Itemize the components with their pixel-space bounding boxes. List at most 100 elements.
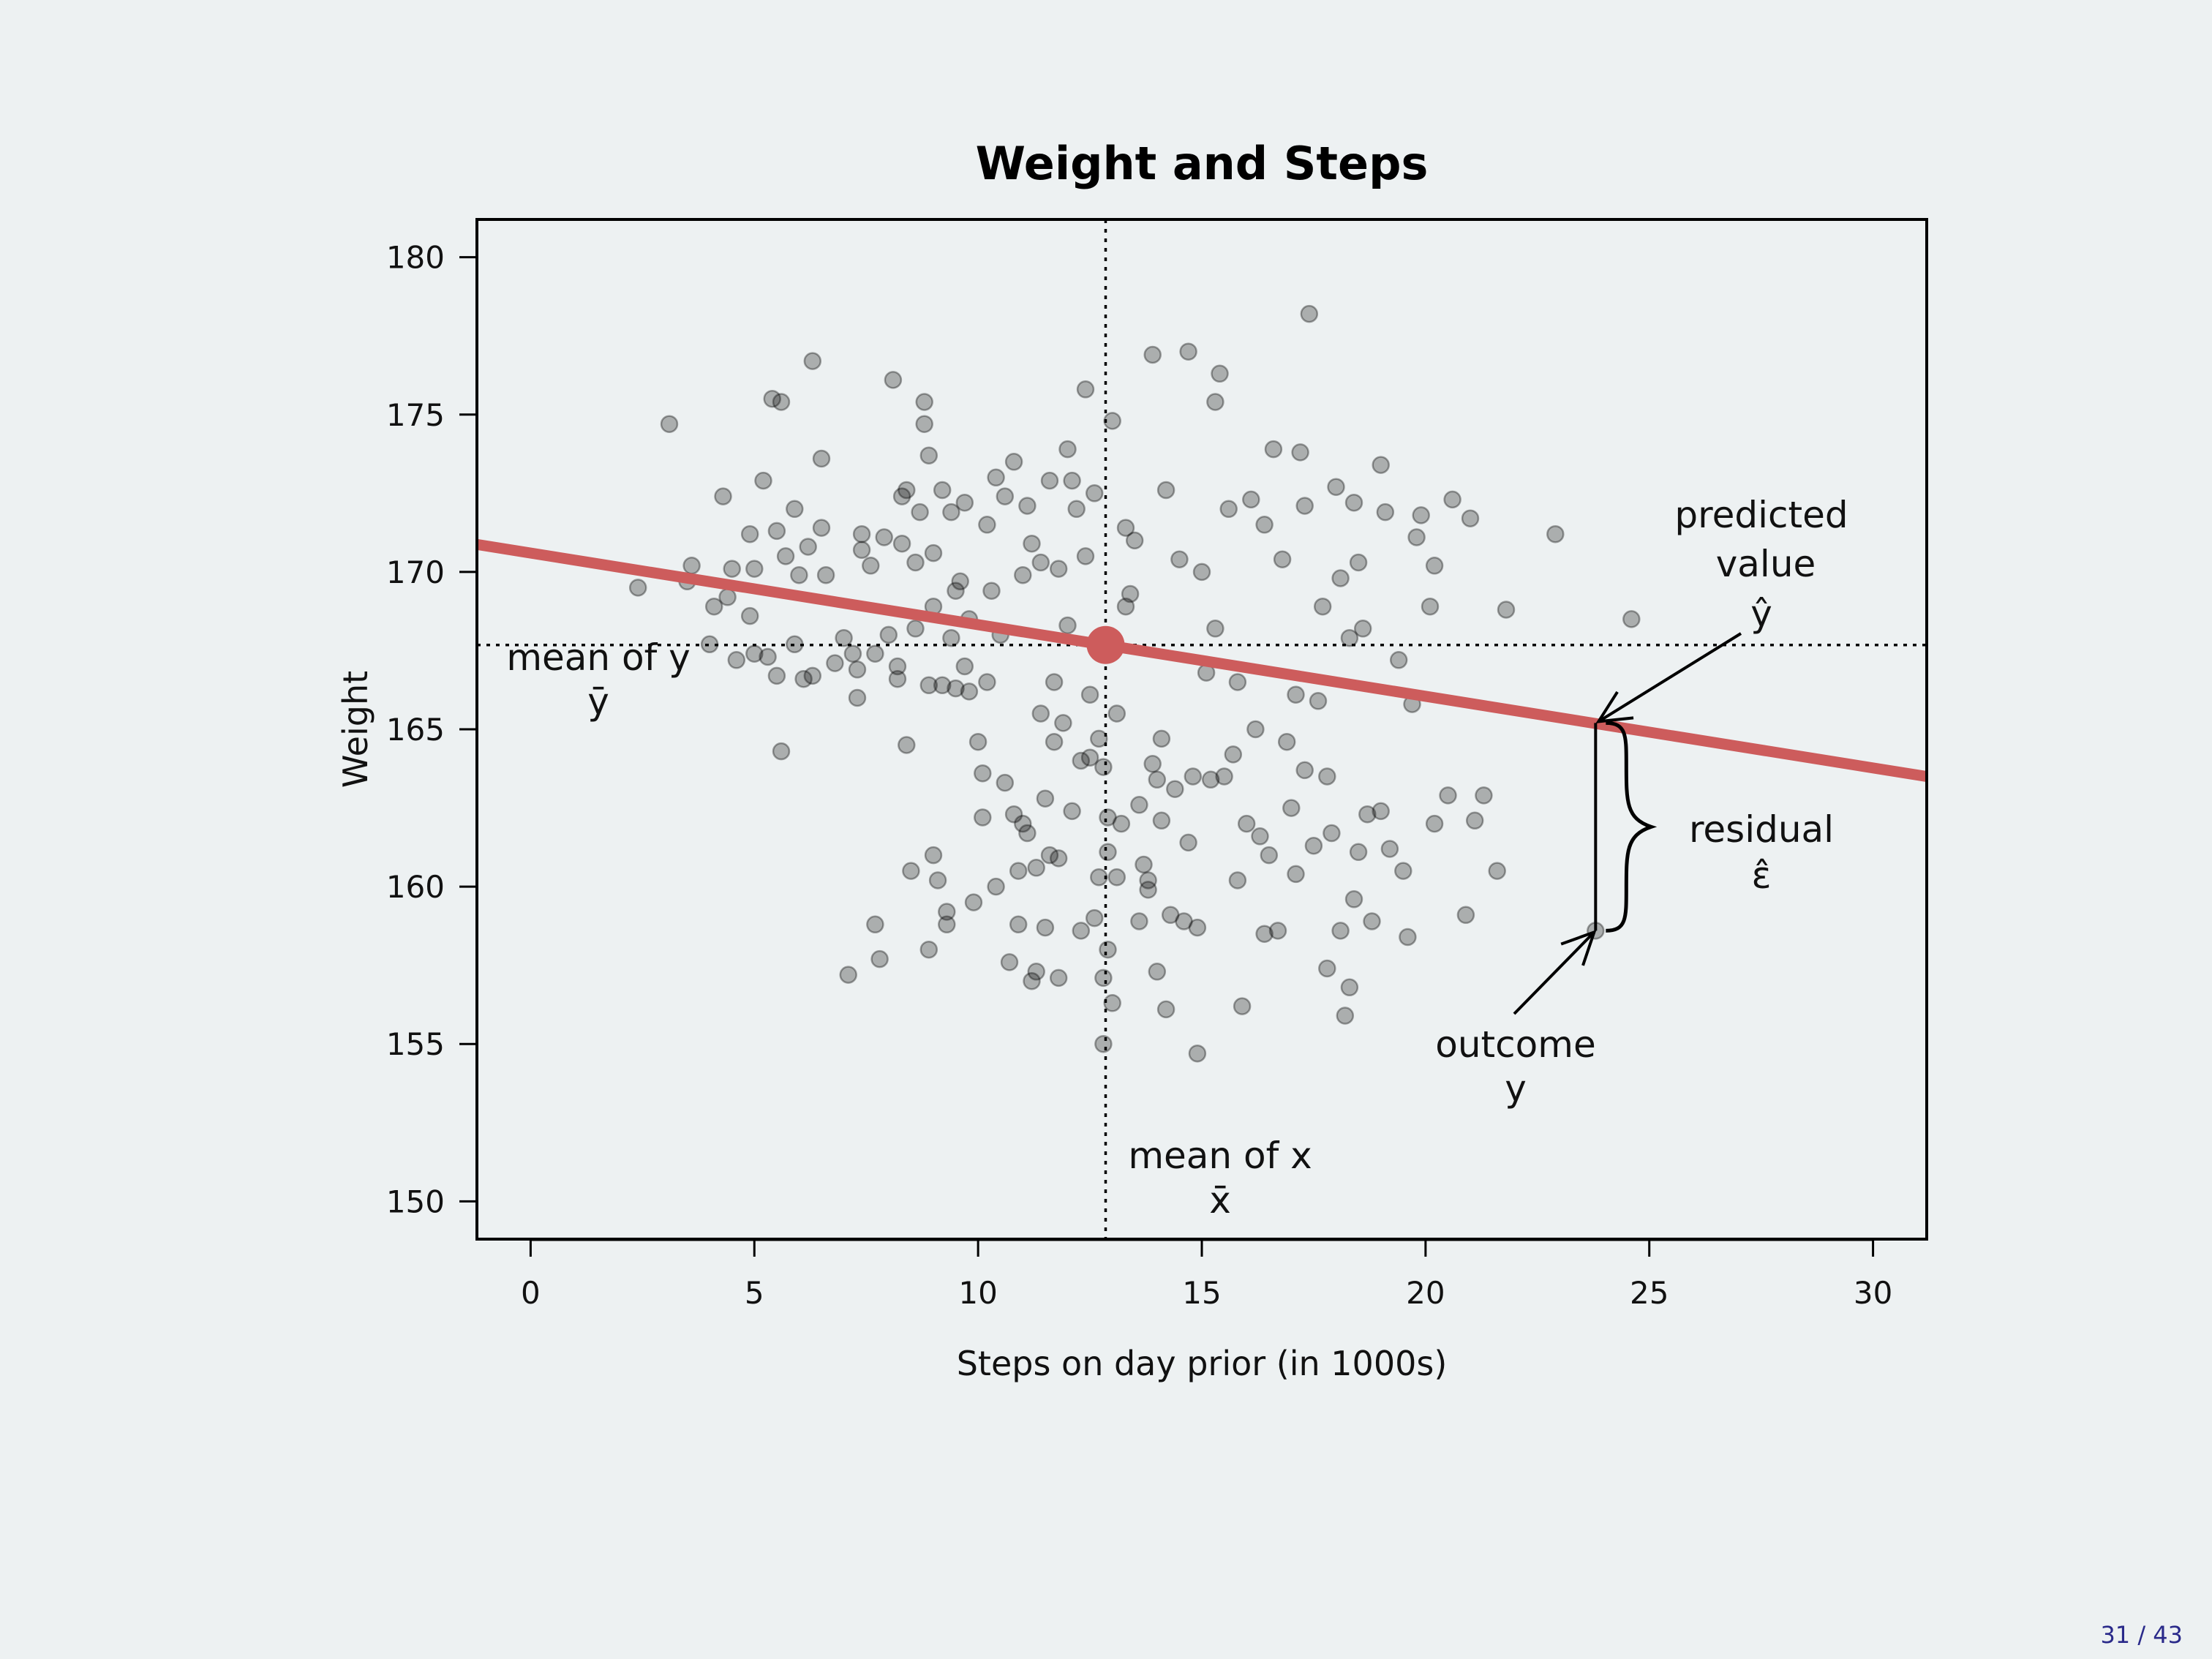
data-point [1389, 651, 1408, 669]
data-point [1475, 786, 1493, 805]
data-point [1009, 915, 1028, 934]
data-point [660, 415, 679, 433]
data-point [1546, 524, 1565, 543]
data-point [1166, 780, 1184, 798]
data-point [1121, 584, 1140, 603]
data-point [919, 446, 938, 464]
data-point [1488, 862, 1506, 880]
data-point [982, 582, 1001, 600]
y-tick-label: 175 [386, 397, 445, 433]
data-point [786, 500, 804, 519]
data-point [1622, 610, 1641, 628]
data-point [835, 628, 853, 647]
data-point [1072, 751, 1091, 770]
data-point [1112, 814, 1131, 833]
data-point [1268, 922, 1287, 940]
data-point [866, 644, 884, 663]
data-point [1192, 563, 1211, 582]
data-point [1215, 767, 1233, 786]
data-point [1188, 918, 1207, 937]
data-point [1260, 846, 1279, 865]
data-point [1161, 906, 1180, 925]
data-point [1304, 836, 1323, 855]
data-point [915, 393, 933, 411]
data-point [947, 582, 965, 600]
data-point [974, 764, 992, 783]
data-point [1246, 720, 1265, 739]
data-point [1179, 833, 1197, 852]
data-point [1228, 871, 1247, 889]
data-point [1233, 997, 1252, 1015]
data-point [1143, 345, 1162, 364]
data-point [1018, 824, 1037, 843]
data-point [892, 487, 911, 505]
data-point [1139, 881, 1157, 899]
data-point [1206, 393, 1224, 411]
data-point [843, 644, 862, 663]
data-point [1143, 755, 1162, 773]
residual-symbol: ε̂ [1751, 854, 1771, 897]
data-point [1287, 685, 1305, 704]
data-point [848, 688, 867, 707]
data-point [1040, 846, 1059, 865]
data-point [955, 493, 974, 512]
data-point [1439, 786, 1457, 805]
x-tick-label: 20 [1406, 1275, 1445, 1311]
data-point [919, 676, 938, 695]
data-point [1116, 519, 1135, 537]
data-point [1188, 1044, 1207, 1063]
data-point [938, 915, 956, 934]
data-point [848, 661, 867, 679]
data-point [1116, 597, 1135, 616]
data-point [938, 903, 956, 921]
data-point [1080, 748, 1099, 767]
data-point [902, 862, 920, 880]
data-point [1255, 925, 1274, 943]
data-point [919, 940, 938, 959]
data-point [1264, 440, 1283, 459]
data-point [911, 503, 929, 522]
data-point [1004, 453, 1023, 471]
data-point [1045, 732, 1064, 751]
data-point [1170, 550, 1189, 568]
data-point [1094, 758, 1113, 776]
y-tick-label: 180 [386, 240, 445, 276]
data-point [767, 522, 786, 541]
data-point [1103, 994, 1121, 1012]
data-point [776, 547, 795, 565]
outcome-symbol: y [1505, 1067, 1527, 1110]
outcome-label: outcome [1435, 1023, 1595, 1066]
data-point [799, 538, 817, 556]
data-point [1443, 490, 1462, 509]
data-point [1291, 443, 1309, 462]
data-point [987, 468, 1005, 487]
data-point [1067, 500, 1086, 519]
predicted-arrow [1598, 632, 1742, 723]
data-point [1156, 481, 1175, 500]
data-point [1465, 811, 1484, 830]
data-point [1027, 859, 1045, 877]
data-point [1277, 732, 1296, 751]
data-point [1179, 342, 1197, 361]
outcome-arrow [1513, 930, 1595, 1015]
data-point [1295, 497, 1314, 515]
data-point [1412, 506, 1430, 524]
data-point [1394, 862, 1412, 880]
data-point [1287, 865, 1305, 884]
data-point [704, 597, 723, 616]
data-point [1327, 478, 1345, 496]
data-point [1130, 796, 1148, 814]
data-point [794, 669, 813, 688]
x-tick-label: 30 [1854, 1275, 1892, 1311]
data-point [812, 449, 831, 468]
y-tick-label: 150 [386, 1184, 445, 1219]
data-point [987, 877, 1005, 896]
data-point [1242, 490, 1260, 509]
data-point [727, 651, 746, 669]
data-point [1058, 440, 1077, 459]
data-point [906, 553, 925, 572]
data-point [1224, 745, 1243, 764]
data-point [1376, 503, 1395, 522]
data-point [767, 666, 786, 685]
data-point [1049, 849, 1068, 868]
